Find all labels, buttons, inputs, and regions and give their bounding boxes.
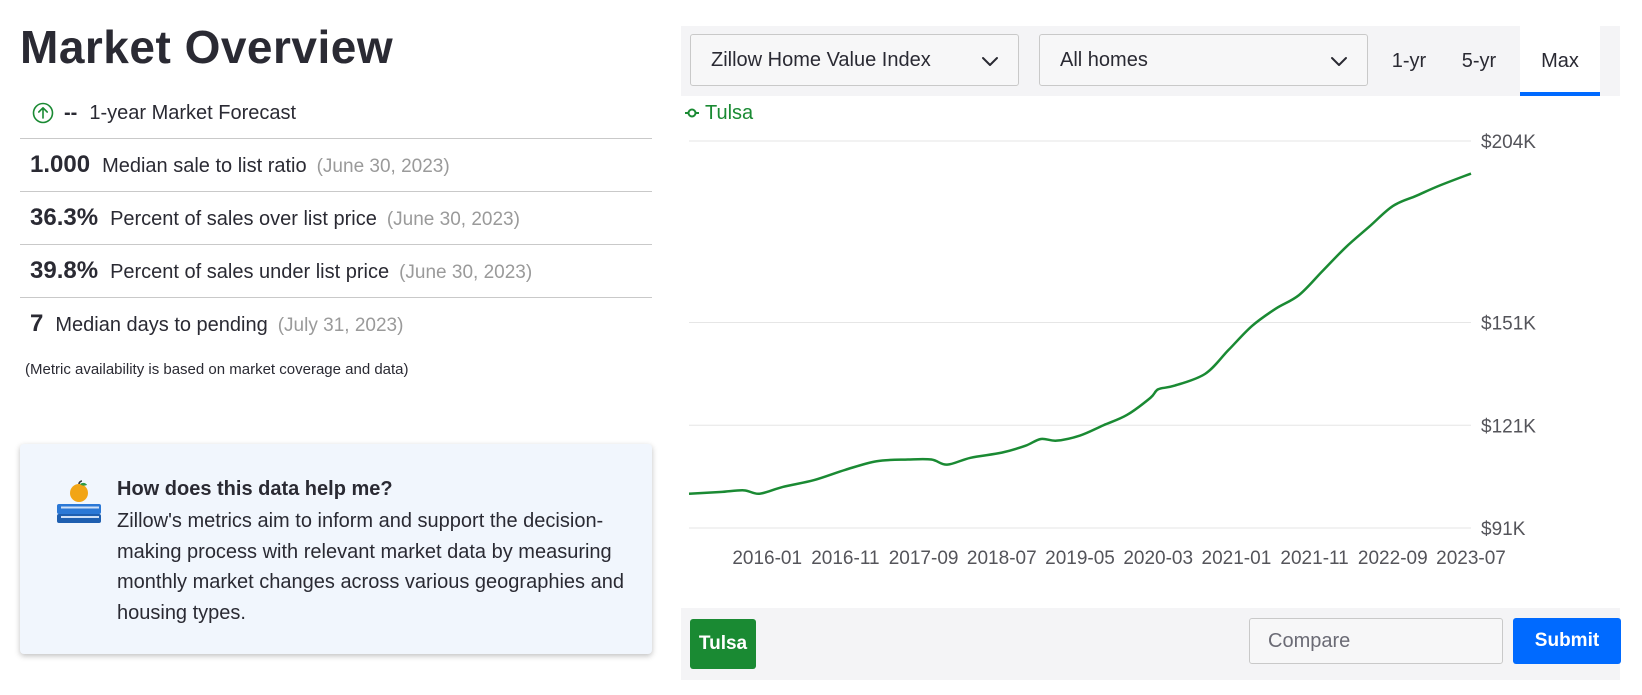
metric-label: Median days to pending — [55, 314, 268, 336]
x-tick-label: 2016-11 — [811, 548, 879, 569]
market-forecast-row: -- 1-year Market Forecast — [20, 88, 652, 139]
metric-row: 39.8% Percent of sales under list price … — [20, 245, 652, 298]
metric-row: 1.000 Median sale to list ratio (June 30… — [20, 139, 652, 192]
forecast-label: 1-year Market Forecast — [89, 101, 297, 124]
books-apple-icon — [57, 480, 101, 523]
arrow-up-circle-icon — [32, 102, 54, 124]
y-tick-label: $204K — [1481, 132, 1536, 153]
compare-input[interactable] — [1249, 618, 1503, 664]
x-tick-label: 2019-05 — [1045, 548, 1115, 569]
home-type-select-value: All homes — [1060, 48, 1148, 71]
index-select[interactable]: Zillow Home Value Index — [690, 34, 1019, 86]
help-card: How does this data help me? Zillow's met… — [20, 444, 652, 654]
series-line-tulsa — [688, 172, 1472, 496]
metric-value: 7 — [30, 310, 44, 337]
metric-label: Median sale to list ratio — [102, 155, 307, 177]
y-tick-label: $151K — [1481, 314, 1536, 335]
home-value-chart: $91K $121K $151K $204K 2016-01 2016-11 2017-09… — [685, 102, 1536, 569]
x-tick-label: 2021-01 — [1202, 548, 1272, 569]
submit-button[interactable]: Submit — [1513, 618, 1621, 664]
metric-value: 1.000 — [30, 151, 91, 178]
metric-label: Percent of sales over list price — [110, 208, 377, 230]
metric-label: Percent of sales under list price — [110, 261, 390, 283]
x-tick-label: 2017-09 — [889, 548, 959, 569]
metric-date: (June 30, 2023) — [399, 262, 533, 283]
home-type-select[interactable]: All homes — [1039, 34, 1368, 86]
page-title: Market Overview — [20, 21, 394, 73]
range-1yr-button[interactable]: 1-yr — [1391, 49, 1427, 72]
x-tick-label: 2016-01 — [732, 548, 802, 569]
chevron-down-icon — [1331, 57, 1347, 66]
forecast-value: -- — [64, 101, 78, 124]
x-tick-label: 2022-09 — [1358, 548, 1428, 569]
range-max-button[interactable]: Max — [1520, 26, 1600, 96]
x-tick-label: 2018-07 — [967, 548, 1037, 569]
x-tick-label: 2021-11 — [1280, 548, 1348, 569]
metric-row: 7 Median days to pending (July 31, 2023) — [20, 298, 652, 351]
metric-date: (June 30, 2023) — [386, 209, 520, 230]
metric-value: 39.8% — [30, 257, 99, 284]
x-tick-label: 2023-07 — [1436, 548, 1506, 569]
chevron-down-icon — [982, 57, 998, 66]
x-tick-label: 2020-03 — [1123, 548, 1193, 569]
legend[interactable]: Tulsa — [685, 102, 754, 124]
legend-marker-dot — [687, 108, 697, 118]
region-chip-tulsa[interactable]: Tulsa — [690, 619, 756, 669]
y-tick-label: $121K — [1481, 416, 1536, 437]
metric-date: (July 31, 2023) — [277, 315, 404, 336]
index-select-value: Zillow Home Value Index — [711, 48, 931, 71]
metric-value: 36.3% — [30, 204, 99, 231]
range-5yr-button[interactable]: 5-yr — [1461, 49, 1497, 72]
y-tick-label: $91K — [1481, 519, 1526, 540]
availability-note: (Metric availability is based on market … — [25, 361, 409, 378]
legend-label: Tulsa — [705, 102, 754, 124]
metric-date: (June 30, 2023) — [316, 156, 450, 177]
metric-row: 36.3% Percent of sales over list price (… — [20, 192, 652, 245]
market-overview-panel: Market Overview -- 1-year Market Forecas… — [20, 20, 652, 378]
help-body: Zillow's metrics aim to inform and suppo… — [117, 510, 624, 624]
chart-toolbar: Zillow Home Value Index All homes 1-yr 5… — [681, 26, 1620, 96]
chart-bottom-bar: Tulsa Submit — [681, 608, 1621, 680]
chart-panel: Zillow Home Value Index All homes 1-yr 5… — [681, 26, 1621, 680]
help-title: How does this data help me? — [117, 478, 393, 500]
